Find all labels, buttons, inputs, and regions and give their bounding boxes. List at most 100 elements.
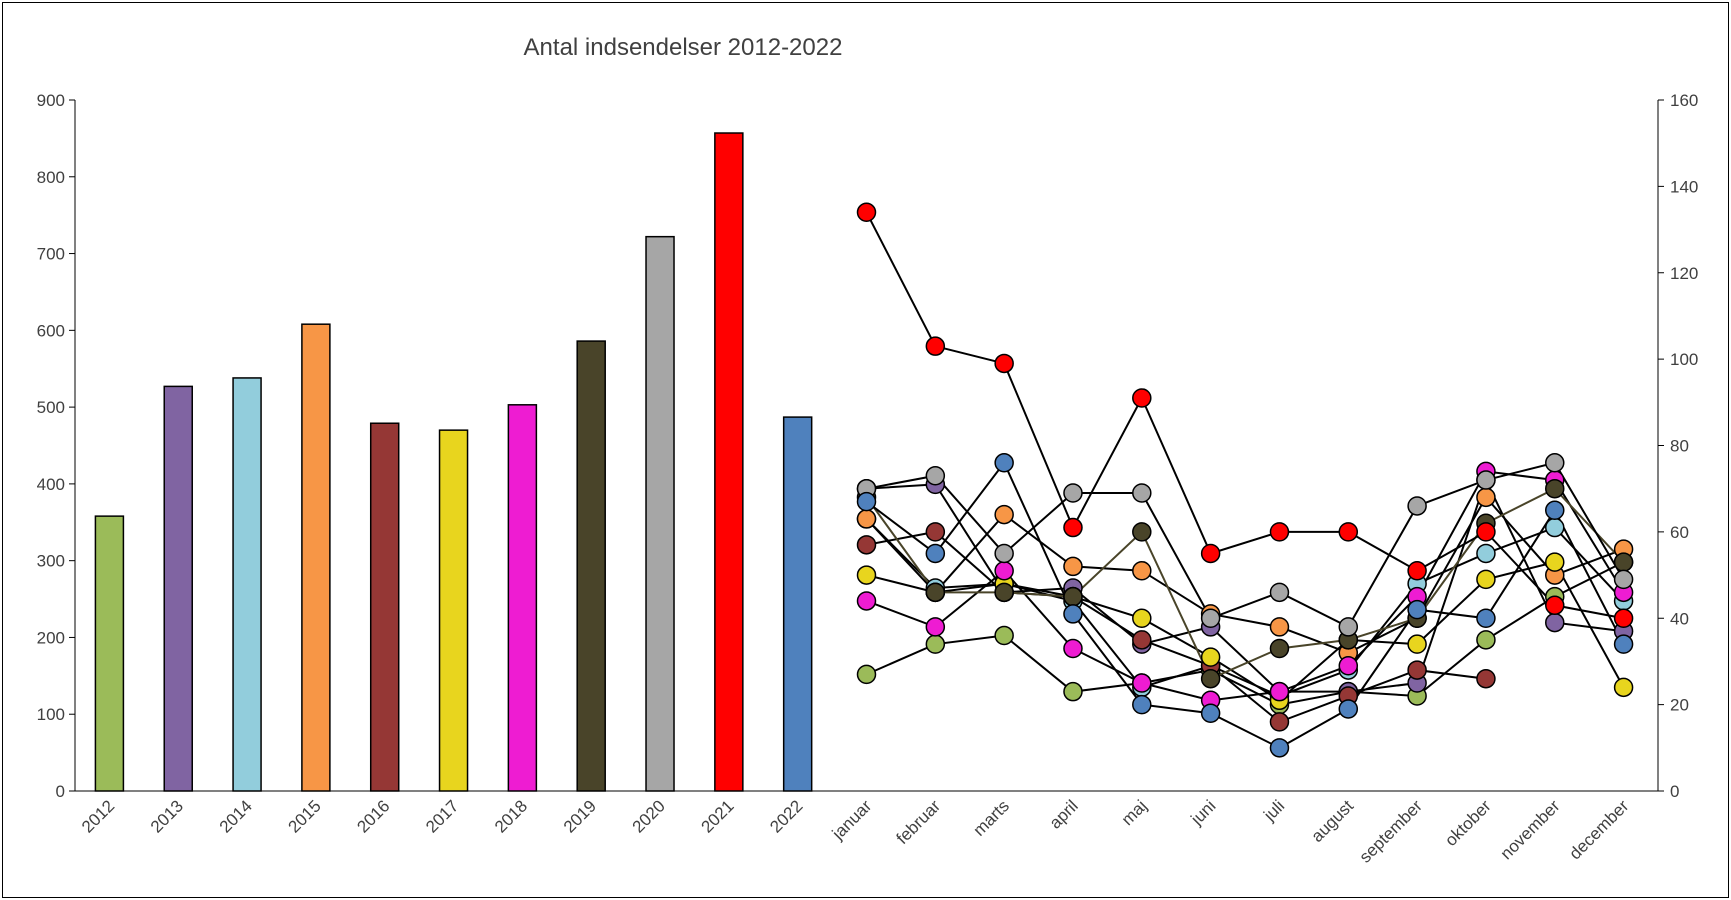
bar-2014 [232,377,262,792]
point-2022-februar [925,543,946,564]
bar-2015 [301,323,331,792]
x-axis-tick-label: november [1497,796,1564,863]
point-2017-maj [1132,608,1152,628]
point-2016-oktober [1476,668,1496,689]
point-2021-december [1613,608,1634,628]
point-2021-oktober [1476,522,1496,542]
point-2019-marts [994,582,1014,603]
point-2019-december [1613,552,1634,572]
x-axis-tick-label: 2020 [629,796,669,836]
left-axis-tick-label: 700 [37,245,65,264]
point-2021-april [1063,517,1083,538]
point-2018-maj [1132,673,1152,693]
x-axis-tick-label: september [1356,796,1426,866]
x-axis-tick-label: 2013 [147,796,187,836]
point-2020-september [1407,496,1427,516]
point-2014-oktober [1476,543,1496,564]
lines-layer [865,211,1625,749]
point-2018-marts [994,560,1014,581]
point-2021-maj [1132,388,1152,408]
left-axis-tick-label: 100 [37,705,65,724]
point-2016-januar [856,535,877,555]
point-2022-september [1407,599,1427,620]
point-2017-oktober [1476,569,1496,590]
bar-2017 [438,429,469,792]
chart-title: Antal indsendelser 2012-2022 [524,34,843,61]
left-axis-tick-label: 600 [37,321,65,340]
point-2017-juni [1200,647,1221,667]
series-line-2012 [866,561,1625,706]
point-2021-juli [1269,522,1290,542]
right-axis-tick-label: 60 [1670,523,1689,542]
point-2018-juli [1269,681,1290,702]
point-2021-november [1545,595,1565,616]
left-axis-tick-label: 500 [37,398,65,417]
point-2019-maj [1132,522,1152,542]
point-2020-oktober [1476,470,1496,490]
x-axis-tick-label: 2022 [766,796,806,836]
point-2021-august [1338,522,1359,542]
bar-2021 [714,132,744,792]
point-2018-februar [925,617,946,637]
point-2018-august [1338,656,1359,676]
point-2015-april [1063,556,1083,577]
point-2016-maj [1132,630,1152,650]
left-axis-tick-label: 200 [37,628,65,647]
point-2015-oktober [1476,487,1496,508]
x-axis-tick-label: august [1308,796,1358,846]
point-2020-juni [1200,608,1221,628]
point-2021-januar [856,202,877,223]
point-2019-november [1545,478,1565,499]
left-axis-tick-label: 800 [37,168,65,187]
point-2020-juli [1269,582,1290,603]
point-2020-april [1063,483,1083,503]
point-2015-marts [994,504,1014,525]
point-2022-oktober [1476,608,1496,628]
point-2019-juni [1200,668,1221,689]
point-2021-marts [994,353,1014,374]
series-line-2019 [865,487,1625,681]
right-axis-tick-label: 20 [1670,696,1689,715]
point-2017-september [1407,634,1427,654]
series-line-2022 [865,460,1625,749]
point-2012-marts [994,625,1014,646]
x-axis-tick-label: 2017 [422,796,462,836]
x-axis-tick-label: 2018 [491,796,531,836]
x-axis-tick-label: maj [1118,796,1151,829]
right-axis-tick-label: 40 [1670,609,1689,628]
x-axis-tick-label: januar [828,796,876,844]
point-2020-november [1545,453,1565,473]
point-2012-april [1063,681,1083,702]
point-2013-november [1545,612,1565,633]
bar-2019 [576,340,606,792]
series-line-2016 [866,530,1487,724]
point-2022-maj [1132,694,1152,715]
point-2015-januar [856,509,877,529]
right-axis-tick-label: 140 [1670,177,1698,196]
point-2016-september [1407,660,1427,680]
x-axis-tick-label: juni [1187,796,1220,829]
series-line-2015 [865,495,1624,654]
point-2020-februar [925,465,946,486]
x-axis-tick-label: 2015 [285,796,325,836]
bar-2020 [645,235,675,792]
point-2012-februar [925,634,946,654]
point-2020-august [1338,617,1359,637]
point-2020-marts [994,543,1014,564]
point-2020-december [1613,569,1634,590]
point-2022-marts [994,453,1014,473]
point-2017-november [1545,552,1565,572]
series-line-2020 [866,461,1625,629]
bar-2013 [163,385,193,792]
x-axis-tick-label: juli [1259,796,1288,825]
x-axis-tick-label: 2019 [560,796,600,836]
x-axis-tick-label: 2014 [216,796,256,836]
point-2021-juni [1200,543,1221,564]
series-line-2021 [865,211,1624,620]
point-2016-februar [925,522,946,542]
point-2015-maj [1132,560,1152,581]
bar-2016 [369,422,400,792]
bars-layer [94,132,813,792]
point-2018-januar [856,591,877,611]
point-2022-august [1338,699,1359,719]
